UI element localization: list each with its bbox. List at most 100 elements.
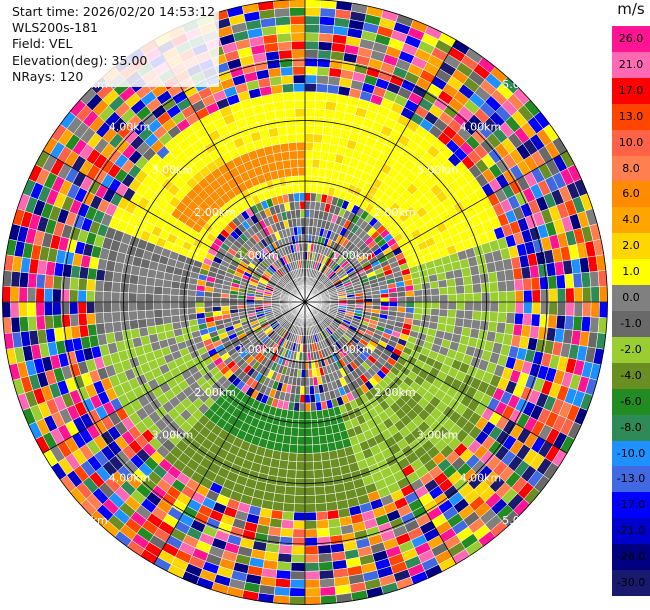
colorbar-tick-label: -10.0 xyxy=(616,446,646,460)
velocity-gate xyxy=(288,452,298,462)
velocity-gate xyxy=(292,528,306,538)
velocity-gate xyxy=(388,301,398,308)
velocity-gate xyxy=(297,427,306,437)
velocity-gate xyxy=(27,287,37,303)
velocity-gate xyxy=(291,175,300,186)
velocity-gate xyxy=(505,312,516,325)
velocity-gate xyxy=(582,286,592,303)
velocity-gate xyxy=(186,301,196,309)
colorbar-tick-label: -17.0 xyxy=(616,498,646,512)
velocity-gate xyxy=(136,292,146,303)
velocity-gate xyxy=(314,100,327,110)
velocity-gate xyxy=(456,301,466,311)
velocity-gate xyxy=(288,142,298,152)
velocity-gate xyxy=(555,314,566,330)
velocity-gate xyxy=(145,276,156,287)
velocity-gate xyxy=(414,295,424,303)
velocity-gate xyxy=(455,285,465,295)
velocity-gate xyxy=(170,301,180,310)
velocity-gate xyxy=(273,586,291,597)
velocity-gate xyxy=(154,316,164,326)
velocity-gate xyxy=(300,226,306,236)
velocity-gate xyxy=(430,294,440,303)
velocity-gate xyxy=(128,301,138,312)
velocity-gate xyxy=(300,377,306,387)
velocity-gate xyxy=(304,453,314,463)
velocity-gate xyxy=(318,434,328,445)
velocity-gate xyxy=(304,579,321,589)
velocity-gate xyxy=(582,301,592,318)
velocity-gate xyxy=(77,277,88,291)
velocity-gate xyxy=(531,289,541,303)
velocity-gate xyxy=(283,167,293,178)
velocity-gate xyxy=(555,274,566,290)
velocity-gate xyxy=(60,288,70,303)
velocity-gate xyxy=(161,301,171,310)
velocity-gate xyxy=(137,275,148,286)
velocity-gate xyxy=(295,133,306,143)
velocity-gate xyxy=(289,587,306,597)
range-label: 4.00km xyxy=(460,121,502,134)
velocity-gate xyxy=(195,312,206,320)
velocity-gate xyxy=(522,313,533,327)
velocity-gate xyxy=(446,278,456,288)
velocity-gate xyxy=(598,301,609,319)
velocity-gate xyxy=(322,468,333,479)
velocity-gate xyxy=(274,577,291,589)
range-label: 2.00km xyxy=(194,386,236,399)
colorbar-tick-label: 21.0 xyxy=(618,57,644,71)
velocity-gate xyxy=(430,301,440,310)
velocity-gate xyxy=(273,7,291,18)
velocity-gate xyxy=(495,321,507,334)
velocity-gate xyxy=(304,394,311,404)
velocity-gate xyxy=(273,152,283,163)
velocity-gate xyxy=(153,309,163,319)
velocity-gate xyxy=(178,288,189,297)
colorbar-tick-label: -8.0 xyxy=(620,420,642,434)
velocity-gate xyxy=(286,469,297,479)
velocity-gate xyxy=(18,271,30,288)
velocity-gate xyxy=(128,310,138,321)
velocity-gate xyxy=(487,271,498,283)
velocity-gate xyxy=(103,280,113,293)
velocity-gate xyxy=(572,315,583,332)
velocity-gate xyxy=(161,286,172,296)
velocity-gate xyxy=(497,311,507,324)
velocity-gate xyxy=(162,315,173,325)
velocity-gate xyxy=(178,307,189,316)
velocity-gate xyxy=(136,301,146,312)
velocity-gate xyxy=(43,288,54,303)
velocity-gate xyxy=(304,503,317,513)
velocity-gate xyxy=(439,294,449,303)
velocity-gate xyxy=(281,83,295,93)
velocity-gate xyxy=(321,134,332,145)
velocity-gate xyxy=(293,503,306,513)
velocity-gate xyxy=(405,301,415,308)
velocity-gate xyxy=(1,285,12,303)
velocity-gate xyxy=(523,289,533,303)
velocity-gate xyxy=(598,285,609,303)
velocity-gate xyxy=(295,209,301,219)
velocity-gate xyxy=(454,317,465,328)
colorbar-tick-label: 13.0 xyxy=(618,109,644,123)
velocity-gate xyxy=(316,409,324,420)
velocity-gate xyxy=(589,270,600,288)
velocity-gate xyxy=(462,318,473,329)
range-label: 5.00km xyxy=(66,514,108,527)
velocity-gate xyxy=(119,301,129,312)
velocity-gate xyxy=(212,301,222,308)
colorbar-tick-label: -30.0 xyxy=(616,576,646,590)
velocity-gate xyxy=(506,301,516,314)
velocity-gate xyxy=(321,459,332,470)
velocity-gate xyxy=(111,291,121,303)
velocity-gate xyxy=(304,125,315,135)
velocity-gate xyxy=(187,307,197,315)
velocity-gate xyxy=(488,281,499,293)
range-label: 3.00km xyxy=(152,163,194,176)
elevation-text: Elevation(deg): 35.00 xyxy=(12,52,148,68)
velocity-gate xyxy=(279,142,290,153)
velocity-gate xyxy=(422,295,432,303)
velocity-gate xyxy=(179,314,189,322)
velocity-gate xyxy=(320,451,331,462)
